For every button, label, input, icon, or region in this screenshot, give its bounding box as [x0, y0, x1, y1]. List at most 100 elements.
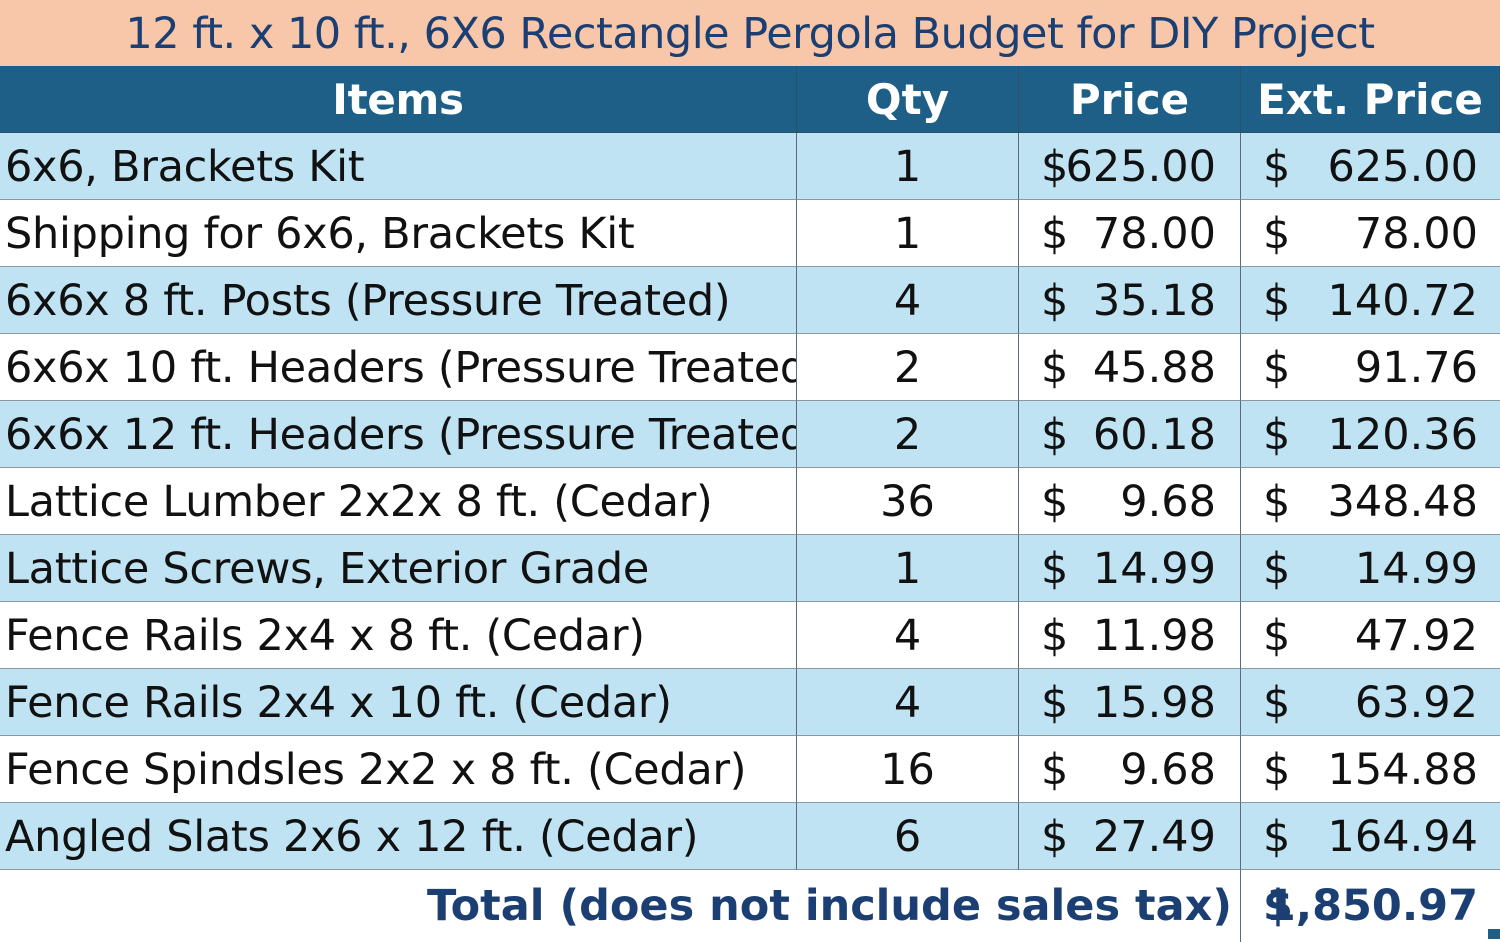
price-amount: 15.98 [1092, 678, 1216, 728]
ext-price-cell: $47.92 [1241, 602, 1500, 669]
qty-cell: 4 [797, 267, 1019, 334]
currency-symbol: $ [1041, 544, 1069, 594]
ext-price-amount: 140.72 [1327, 276, 1478, 326]
qty-cell: 2 [797, 334, 1019, 401]
table-row: Angled Slats 2x6 x 12 ft. (Cedar) 6 $27.49… [0, 803, 1500, 870]
currency-symbol: $ [1263, 881, 1293, 931]
currency-symbol: $ [1263, 142, 1291, 192]
price-cell: $45.88 [1019, 334, 1241, 401]
currency-symbol: $ [1263, 812, 1291, 862]
item-cell: Lattice Screws, Exterior Grade [0, 535, 797, 602]
price-amount: 78.00 [1092, 209, 1216, 259]
ext-price-amount: 91.76 [1354, 343, 1478, 393]
ext-price-cell: $154.88 [1241, 736, 1500, 803]
price-cell: $625.00 [1019, 133, 1241, 200]
table-row: 6x6, Brackets Kit 1 $625.00 $625.00 [0, 133, 1500, 200]
currency-symbol: $ [1263, 745, 1291, 795]
ext-price-amount: 14.99 [1354, 544, 1478, 594]
ext-price-cell: $78.00 [1241, 200, 1500, 267]
currency-symbol: $ [1041, 812, 1069, 862]
currency-symbol: $ [1041, 142, 1069, 192]
ext-price-amount: 164.94 [1327, 812, 1478, 862]
total-value: $1,850.97 [1241, 870, 1500, 942]
item-cell: 6x6x 10 ft. Headers (Pressure Treated) [0, 334, 797, 401]
price-cell: $60.18 [1019, 401, 1241, 468]
qty-cell: 2 [797, 401, 1019, 468]
currency-symbol: $ [1263, 343, 1291, 393]
price-cell: $9.68 [1019, 468, 1241, 535]
total-row: Total (does not include sales tax) $1,850… [0, 870, 1500, 942]
ext-price-cell: $140.72 [1241, 267, 1500, 334]
header-qty: Qty [797, 66, 1019, 133]
price-cell: $14.99 [1019, 535, 1241, 602]
ext-price-amount: 625.00 [1327, 142, 1478, 192]
table-row: 6x6x 12 ft. Headers (Pressure Treated) 2 $… [0, 401, 1500, 468]
table-row: Fence Spindsles 2x2 x 8 ft. (Cedar) 16 $9.… [0, 736, 1500, 803]
currency-symbol: $ [1263, 678, 1291, 728]
currency-symbol: $ [1041, 343, 1069, 393]
price-cell: $9.68 [1019, 736, 1241, 803]
header-price: Price [1019, 66, 1241, 133]
price-amount: 60.18 [1092, 410, 1216, 460]
item-cell: Fence Rails 2x4 x 8 ft. (Cedar) [0, 602, 797, 669]
ext-price-cell: $348.48 [1241, 468, 1500, 535]
price-amount: 35.18 [1092, 276, 1216, 326]
price-amount: 9.68 [1120, 745, 1216, 795]
price-cell: $15.98 [1019, 669, 1241, 736]
table-row: 6x6x 10 ft. Headers (Pressure Treated) 2 $… [0, 334, 1500, 401]
ext-price-cell: $14.99 [1241, 535, 1500, 602]
table-row: 6x6x 8 ft. Posts (Pressure Treated) 4 $35.… [0, 267, 1500, 334]
currency-symbol: $ [1041, 209, 1069, 259]
price-amount: 11.98 [1092, 611, 1216, 661]
table-header-row: Items Qty Price Ext. Price [0, 66, 1500, 133]
ext-price-amount: 154.88 [1327, 745, 1478, 795]
qty-cell: 1 [797, 535, 1019, 602]
ext-price-amount: 120.36 [1327, 410, 1478, 460]
price-amount: 9.68 [1120, 477, 1216, 527]
qty-cell: 1 [797, 200, 1019, 267]
currency-symbol: $ [1263, 477, 1291, 527]
total-label: Total (does not include sales tax) [0, 870, 1241, 942]
currency-symbol: $ [1263, 276, 1291, 326]
ext-price-amount: 78.00 [1354, 209, 1478, 259]
currency-symbol: $ [1263, 544, 1291, 594]
price-amount: 14.99 [1092, 544, 1216, 594]
total-amount: 1,850.97 [1265, 881, 1478, 931]
ext-price-amount: 63.92 [1354, 678, 1478, 728]
currency-symbol: $ [1041, 410, 1069, 460]
price-cell: $27.49 [1019, 803, 1241, 870]
qty-cell: 6 [797, 803, 1019, 870]
price-cell: $78.00 [1019, 200, 1241, 267]
item-cell: Fence Rails 2x4 x 10 ft. (Cedar) [0, 669, 797, 736]
ext-price-cell: $91.76 [1241, 334, 1500, 401]
currency-symbol: $ [1263, 410, 1291, 460]
qty-cell: 16 [797, 736, 1019, 803]
header-ext-price: Ext. Price [1241, 66, 1500, 133]
ext-price-cell: $120.36 [1241, 401, 1500, 468]
currency-symbol: $ [1041, 678, 1069, 728]
table-row: Fence Rails 2x4 x 8 ft. (Cedar) 4 $11.98 $4… [0, 602, 1500, 669]
resize-handle-icon [1488, 929, 1500, 939]
table-row: Lattice Screws, Exterior Grade 1 $14.99 $14… [0, 535, 1500, 602]
item-cell: Fence Spindsles 2x2 x 8 ft. (Cedar) [0, 736, 797, 803]
ext-price-amount: 47.92 [1354, 611, 1478, 661]
price-amount: 625.00 [1065, 142, 1216, 192]
currency-symbol: $ [1041, 745, 1069, 795]
price-amount: 45.88 [1092, 343, 1216, 393]
header-items: Items [0, 66, 797, 133]
price-cell: $11.98 [1019, 602, 1241, 669]
qty-cell: 1 [797, 133, 1019, 200]
page-title: 12 ft. x 10 ft., 6X6 Rectangle Pergola B… [0, 0, 1500, 66]
currency-symbol: $ [1263, 611, 1291, 661]
price-amount: 27.49 [1092, 812, 1216, 862]
currency-symbol: $ [1041, 611, 1069, 661]
item-cell: 6x6, Brackets Kit [0, 133, 797, 200]
item-cell: 6x6x 12 ft. Headers (Pressure Treated) [0, 401, 797, 468]
currency-symbol: $ [1041, 477, 1069, 527]
table-row: Shipping for 6x6, Brackets Kit 1 $78.00 $78… [0, 200, 1500, 267]
ext-price-cell: $63.92 [1241, 669, 1500, 736]
item-cell: Angled Slats 2x6 x 12 ft. (Cedar) [0, 803, 797, 870]
price-cell: $35.18 [1019, 267, 1241, 334]
item-cell: 6x6x 8 ft. Posts (Pressure Treated) [0, 267, 797, 334]
qty-cell: 4 [797, 602, 1019, 669]
